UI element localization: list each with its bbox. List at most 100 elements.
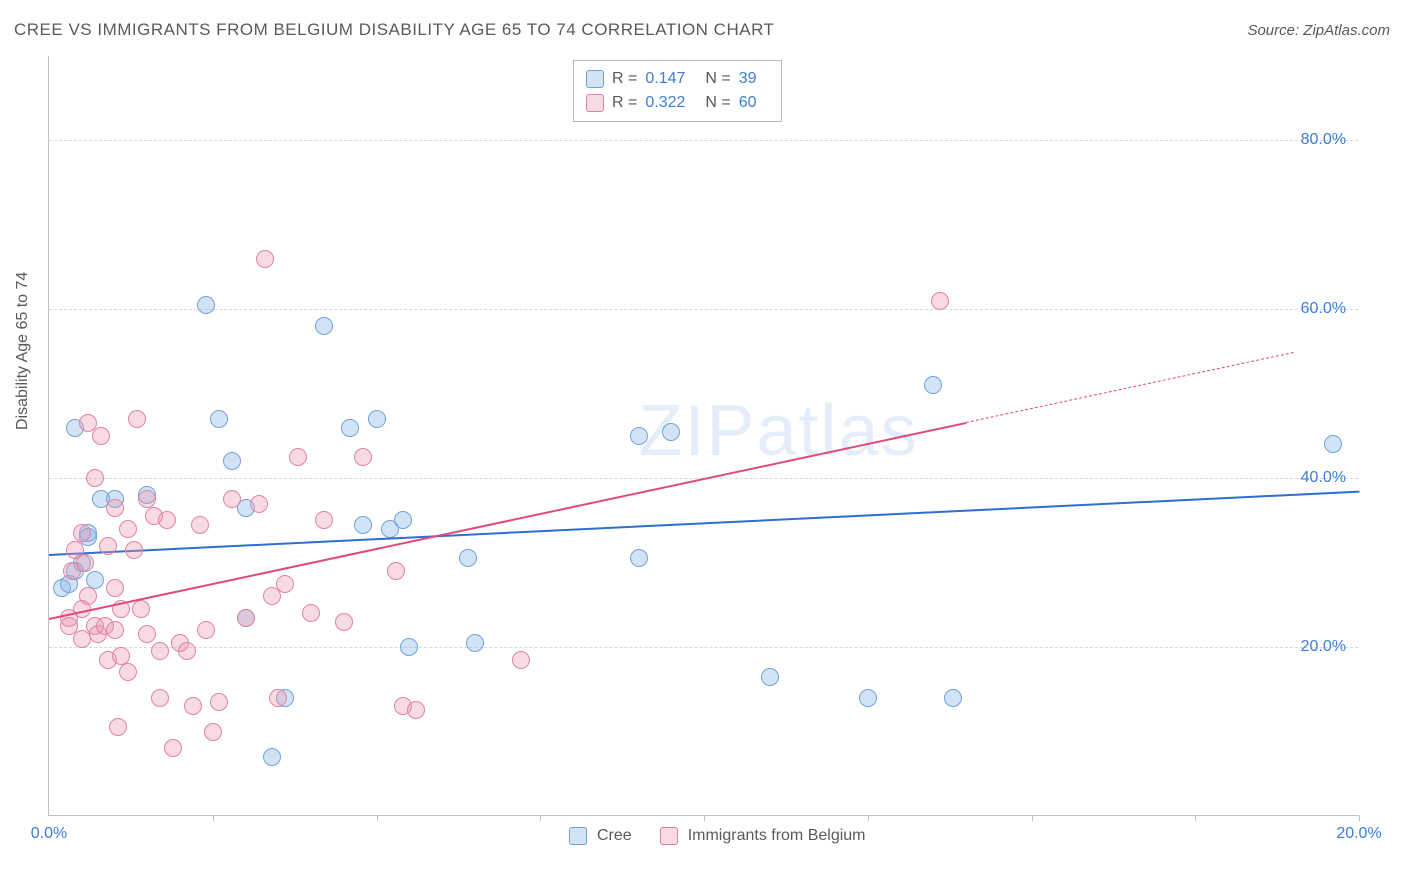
stat-r-value: 0.322: [645, 91, 685, 115]
data-point: [263, 748, 281, 766]
data-point: [315, 317, 333, 335]
data-point: [466, 634, 484, 652]
data-point: [315, 511, 333, 529]
data-point: [924, 376, 942, 394]
data-point: [512, 651, 530, 669]
data-point: [662, 423, 680, 441]
chart-title: CREE VS IMMIGRANTS FROM BELGIUM DISABILI…: [14, 20, 774, 40]
data-point: [250, 495, 268, 513]
trend-line: [966, 352, 1294, 423]
y-axis-label: Disability Age 65 to 74: [14, 272, 32, 430]
data-point: [210, 693, 228, 711]
data-point: [931, 292, 949, 310]
data-point: [132, 600, 150, 618]
data-point: [407, 701, 425, 719]
data-point: [387, 562, 405, 580]
data-point: [630, 427, 648, 445]
data-point: [256, 250, 274, 268]
stat-r-value: 0.147: [645, 67, 685, 91]
legend-label: Immigrants from Belgium: [688, 827, 866, 845]
data-point: [184, 697, 202, 715]
data-point: [859, 689, 877, 707]
data-point: [106, 621, 124, 639]
data-point: [237, 609, 255, 627]
plot-area: ZIPatlas 20.0%40.0%60.0%80.0%0.0%20.0%R …: [48, 56, 1358, 816]
data-point: [119, 520, 137, 538]
data-point: [210, 410, 228, 428]
data-point: [197, 621, 215, 639]
data-point: [341, 419, 359, 437]
grid-line: [49, 647, 1358, 648]
data-point: [92, 427, 110, 445]
legend-label: Cree: [597, 827, 632, 845]
data-point: [73, 524, 91, 542]
xtick-mark: [1359, 815, 1360, 821]
data-point: [400, 638, 418, 656]
data-point: [223, 452, 241, 470]
data-point: [125, 541, 143, 559]
chart-container: CREE VS IMMIGRANTS FROM BELGIUM DISABILI…: [0, 0, 1406, 892]
xtick-label: 0.0%: [31, 825, 67, 843]
data-point: [128, 410, 146, 428]
data-point: [459, 549, 477, 567]
ytick-label: 20.0%: [1301, 638, 1346, 656]
stat-n-value: 39: [739, 67, 757, 91]
data-point: [99, 537, 117, 555]
data-point: [112, 647, 130, 665]
data-point: [630, 549, 648, 567]
data-point: [86, 469, 104, 487]
data-point: [223, 490, 241, 508]
data-point: [289, 448, 307, 466]
stats-row: R = 0.147 N = 39: [586, 67, 769, 91]
data-point: [269, 689, 287, 707]
data-point: [109, 718, 127, 736]
data-point: [302, 604, 320, 622]
data-point: [151, 689, 169, 707]
data-point: [276, 575, 294, 593]
data-point: [119, 663, 137, 681]
stat-n-label: N =: [705, 67, 730, 91]
legend-swatch: [586, 70, 604, 88]
xtick-mark: [1032, 815, 1033, 821]
stats-legend: R =0.147N =39R =0.322N =60: [573, 60, 782, 122]
data-point: [354, 448, 372, 466]
xtick-mark: [540, 815, 541, 821]
ytick-label: 40.0%: [1301, 469, 1346, 487]
data-point: [86, 571, 104, 589]
ytick-label: 80.0%: [1301, 131, 1346, 149]
data-point: [151, 642, 169, 660]
xtick-mark: [868, 815, 869, 821]
data-point: [1324, 435, 1342, 453]
trend-line: [49, 422, 966, 620]
data-point: [164, 739, 182, 757]
data-point: [394, 511, 412, 529]
xtick-mark: [377, 815, 378, 821]
data-point: [138, 490, 156, 508]
data-point: [368, 410, 386, 428]
grid-line: [49, 140, 1358, 141]
stat-r-label: R =: [612, 67, 637, 91]
data-point: [79, 587, 97, 605]
data-point: [106, 499, 124, 517]
data-point: [191, 516, 209, 534]
data-point: [944, 689, 962, 707]
data-point: [761, 668, 779, 686]
data-point: [197, 296, 215, 314]
xtick-mark: [704, 815, 705, 821]
grid-line: [49, 309, 1358, 310]
legend-swatch: [660, 827, 678, 845]
data-point: [138, 625, 156, 643]
xtick-mark: [1195, 815, 1196, 821]
series-legend: Cree Immigrants from Belgium: [569, 827, 884, 845]
stat-r-label: R =: [612, 91, 637, 115]
data-point: [106, 579, 124, 597]
stat-n-label: N =: [705, 91, 730, 115]
data-point: [178, 642, 196, 660]
data-point: [354, 516, 372, 534]
xtick-label: 20.0%: [1336, 825, 1381, 843]
legend-swatch: [569, 827, 587, 845]
data-point: [158, 511, 176, 529]
ytick-label: 60.0%: [1301, 300, 1346, 318]
xtick-mark: [213, 815, 214, 821]
legend-swatch: [586, 94, 604, 112]
